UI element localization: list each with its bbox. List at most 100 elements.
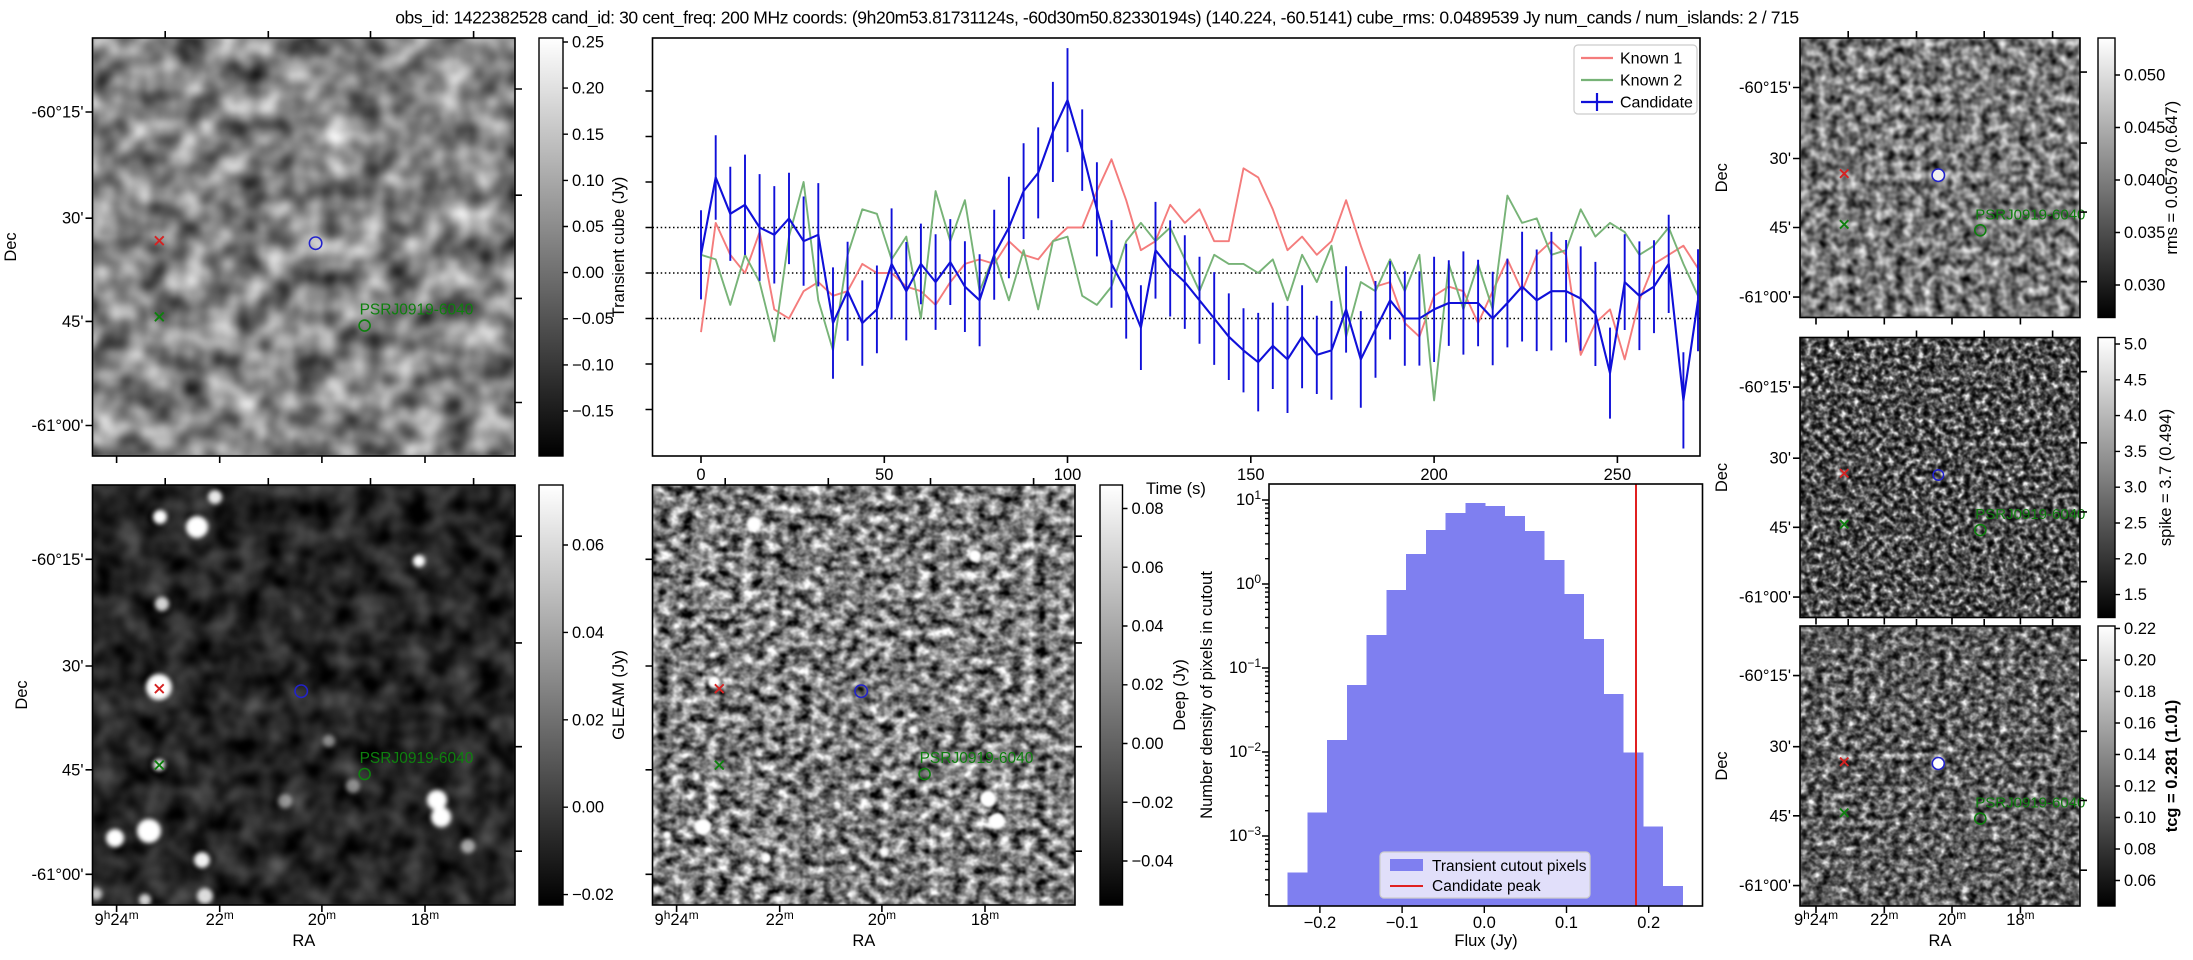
- svg-text:30': 30': [1769, 450, 1791, 468]
- svg-text:45': 45': [1769, 219, 1791, 237]
- svg-text:Time (s): Time (s): [1146, 480, 1206, 498]
- svg-text:100: 100: [1054, 466, 1082, 484]
- svg-text:0.00: 0.00: [1132, 735, 1164, 753]
- svg-text:18m: 18m: [411, 908, 439, 929]
- svg-text:−0.02: −0.02: [1132, 794, 1174, 812]
- svg-text:0.08: 0.08: [1132, 500, 1164, 518]
- svg-text:−0.1: −0.1: [1386, 914, 1419, 932]
- svg-text:45': 45': [62, 761, 84, 779]
- svg-text:Candidate peak: Candidate peak: [1432, 878, 1541, 895]
- svg-text:50: 50: [875, 466, 893, 484]
- svg-text:Dec: Dec: [1713, 751, 1731, 780]
- svg-text:spike = 3.7 (0.494): spike = 3.7 (0.494): [2157, 409, 2175, 546]
- svg-text:0.040: 0.040: [2124, 172, 2165, 190]
- svg-text:Number density of pixels in cu: Number density of pixels in cutout: [1198, 571, 1216, 819]
- svg-text:Dec: Dec: [2, 232, 20, 261]
- svg-text:250: 250: [1604, 466, 1632, 484]
- svg-text:Deep (Jy): Deep (Jy): [1171, 659, 1189, 731]
- svg-text:-60°15': -60°15': [1739, 379, 1791, 397]
- svg-text:0.20: 0.20: [572, 80, 604, 98]
- svg-text:0.06: 0.06: [2124, 872, 2156, 890]
- svg-text:1.5: 1.5: [2124, 586, 2147, 604]
- svg-text:9h24m: 9h24m: [95, 908, 139, 929]
- svg-text:150: 150: [1237, 466, 1265, 484]
- svg-text:0.030: 0.030: [2124, 277, 2165, 295]
- svg-text:0.04: 0.04: [1132, 618, 1164, 636]
- svg-text:PSRJ0919-6040: PSRJ0919-6040: [1975, 206, 2085, 223]
- svg-text:GLEAM (Jy): GLEAM (Jy): [610, 650, 628, 740]
- svg-text:-61°00': -61°00': [1739, 589, 1791, 607]
- svg-text:0.050: 0.050: [2124, 67, 2165, 85]
- svg-text:0.15: 0.15: [572, 126, 604, 144]
- svg-text:0: 0: [696, 466, 705, 484]
- svg-text:−0.2: −0.2: [1304, 914, 1337, 932]
- svg-text:-60°15': -60°15': [1739, 667, 1791, 685]
- svg-text:PSRJ0919-6040: PSRJ0919-6040: [360, 750, 474, 767]
- svg-text:Dec: Dec: [1713, 463, 1731, 492]
- svg-text:−0.10: −0.10: [572, 356, 614, 374]
- svg-text:2.0: 2.0: [2124, 550, 2147, 568]
- svg-text:200: 200: [1420, 466, 1448, 484]
- svg-text:rms = 0.0578 (0.647): rms = 0.0578 (0.647): [2163, 101, 2181, 255]
- svg-text:30': 30': [1769, 738, 1791, 756]
- svg-text:20m: 20m: [1938, 908, 1966, 929]
- svg-text:30': 30': [62, 658, 84, 676]
- svg-text:0.18: 0.18: [2124, 683, 2156, 701]
- svg-text:3.0: 3.0: [2124, 479, 2147, 497]
- svg-text:18m: 18m: [2006, 908, 2034, 929]
- svg-text:0.20: 0.20: [2124, 652, 2156, 670]
- svg-text:-60°15': -60°15': [32, 551, 84, 569]
- svg-text:0.04: 0.04: [572, 624, 604, 642]
- svg-text:PSRJ0919-6040: PSRJ0919-6040: [1975, 506, 2085, 523]
- svg-text:22m: 22m: [206, 908, 234, 929]
- svg-text:0.00: 0.00: [572, 799, 604, 817]
- svg-text:Candidate: Candidate: [1620, 95, 1693, 112]
- svg-text:Flux (Jy): Flux (Jy): [1454, 932, 1517, 950]
- svg-text:45': 45': [1769, 807, 1791, 825]
- svg-text:PSRJ0919-6040: PSRJ0919-6040: [360, 302, 474, 319]
- svg-text:3.5: 3.5: [2124, 443, 2147, 461]
- svg-text:RA: RA: [1929, 932, 1952, 950]
- svg-text:Dec: Dec: [13, 680, 31, 709]
- svg-text:Transient cutout pixels: Transient cutout pixels: [1432, 858, 1587, 875]
- svg-text:0.035: 0.035: [2124, 224, 2165, 242]
- svg-text:0.16: 0.16: [2124, 715, 2156, 733]
- svg-text:45': 45': [62, 313, 84, 331]
- svg-text:0.0: 0.0: [1473, 914, 1496, 932]
- svg-text:2.5: 2.5: [2124, 515, 2147, 533]
- svg-text:−0.02: −0.02: [572, 886, 614, 904]
- svg-text:0.06: 0.06: [572, 537, 604, 555]
- svg-text:obs_id: 1422382528 cand_id: 30: obs_id: 1422382528 cand_id: 30 cent_freq…: [395, 8, 1799, 29]
- svg-text:0.08: 0.08: [2124, 841, 2156, 859]
- svg-text:-61°00': -61°00': [1739, 877, 1791, 895]
- svg-text:22m: 22m: [766, 908, 794, 929]
- svg-text:-61°00': -61°00': [32, 866, 84, 884]
- svg-text:0.2: 0.2: [1637, 914, 1660, 932]
- svg-text:−0.04: −0.04: [1132, 853, 1174, 871]
- svg-text:0.06: 0.06: [1132, 559, 1164, 577]
- svg-text:30': 30': [1769, 150, 1791, 168]
- svg-text:18m: 18m: [971, 908, 999, 929]
- svg-text:-61°00': -61°00': [32, 417, 84, 435]
- svg-text:tcg = 0.281 (1.01): tcg = 0.281 (1.01): [2163, 700, 2181, 833]
- svg-text:0.10: 0.10: [572, 172, 604, 190]
- svg-text:20m: 20m: [308, 908, 336, 929]
- svg-text:4.5: 4.5: [2124, 371, 2147, 389]
- svg-text:0.1: 0.1: [1555, 914, 1578, 932]
- svg-text:5.0: 5.0: [2124, 336, 2147, 354]
- svg-text:0.14: 0.14: [2124, 746, 2156, 764]
- svg-text:−0.05: −0.05: [572, 310, 614, 328]
- svg-text:Transient cube (Jy): Transient cube (Jy): [610, 177, 628, 318]
- svg-text:9h24m: 9h24m: [655, 908, 699, 929]
- svg-text:0.25: 0.25: [572, 34, 604, 52]
- svg-text:0.10: 0.10: [2124, 809, 2156, 827]
- svg-text:0.02: 0.02: [572, 711, 604, 729]
- svg-text:Known 2: Known 2: [1620, 73, 1682, 90]
- svg-text:0.02: 0.02: [1132, 676, 1164, 694]
- svg-text:20m: 20m: [868, 908, 896, 929]
- svg-text:Known 1: Known 1: [1620, 51, 1682, 68]
- svg-text:RA: RA: [852, 932, 875, 950]
- svg-text:0.22: 0.22: [2124, 620, 2156, 638]
- svg-text:0.12: 0.12: [2124, 778, 2156, 796]
- svg-text:-60°15': -60°15': [32, 104, 84, 122]
